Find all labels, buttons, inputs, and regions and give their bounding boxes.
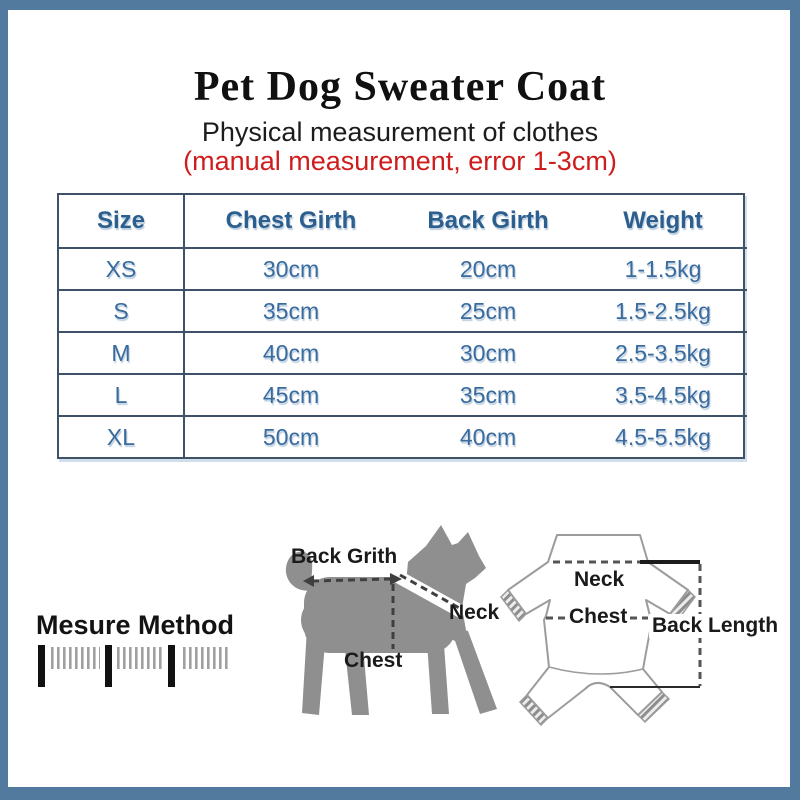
table-cell-chest: 50cm (185, 415, 397, 457)
table-cell-size: L (59, 373, 185, 415)
arrow-left-icon (303, 575, 314, 587)
table-cell-size: XL (59, 415, 185, 457)
frame-border-bottom (0, 787, 800, 800)
garment-chest-label: Chest (566, 605, 631, 629)
dog-measure-lines (311, 573, 462, 649)
table-cell-back: 35cm (397, 373, 579, 415)
table-cell-weight: 3.5-4.5kg (579, 373, 747, 415)
dog-collar-gap (389, 567, 468, 620)
frame-border-left (0, 0, 8, 800)
garment-neck-label: Neck (574, 568, 625, 591)
dog-neck-label: Neck (449, 601, 500, 624)
table-cell-back: 20cm (397, 247, 579, 289)
table-cell-size: XS (59, 247, 185, 289)
page-title: Pet Dog Sweater Coat (193, 64, 607, 110)
page-subtitle: Physical measurement of clothes (201, 117, 599, 147)
frame-border-right (790, 0, 800, 800)
table-cell-chest: 40cm (185, 331, 397, 373)
garment-back-length-label: Back Length (649, 614, 782, 638)
column-header-back: Back Girth (427, 207, 549, 234)
measure-method-heading: Mesure Method (36, 610, 235, 640)
frame-border-top (0, 0, 800, 10)
table-cell-chest: 35cm (185, 289, 397, 331)
table-cell-size: M (59, 331, 185, 373)
table-cell-weight: 1.5-2.5kg (579, 289, 747, 331)
measurement-note: (manual measurement, error 1-3cm) (183, 146, 617, 176)
table-cell-chest: 30cm (185, 247, 397, 289)
table-cell-weight: 2.5-3.5kg (579, 331, 747, 373)
table-cell-back: 30cm (397, 331, 579, 373)
table-cell-back: 25cm (397, 289, 579, 331)
table-cell-weight: 1-1.5kg (579, 247, 747, 289)
arrow-right-icon (390, 573, 402, 585)
table-cell-weight: 4.5-5.5kg (579, 415, 747, 457)
table-cell-size: S (59, 289, 185, 331)
header: Pet Dog Sweater Coat Physical measuremen… (0, 64, 800, 175)
size-chart-table: Size Chest Girth Back Girth Weight XS 30… (57, 193, 747, 459)
column-header-chest: Chest Girth (225, 207, 357, 234)
column-header-weight: Weight (623, 207, 703, 234)
column-header-size: Size (59, 195, 185, 247)
dog-silhouette (285, 525, 497, 715)
dog-back-girth-label: Back Grith (291, 545, 398, 568)
ruler-icon (38, 645, 230, 687)
garment-hip-seam (548, 666, 644, 675)
table-cell-back: 40cm (397, 415, 579, 457)
dog-measurement-diagram (285, 525, 497, 715)
garment-cuff-bands (500, 588, 696, 727)
dog-chest-label: Chest (344, 649, 403, 672)
table-cell-chest: 45cm (185, 373, 397, 415)
